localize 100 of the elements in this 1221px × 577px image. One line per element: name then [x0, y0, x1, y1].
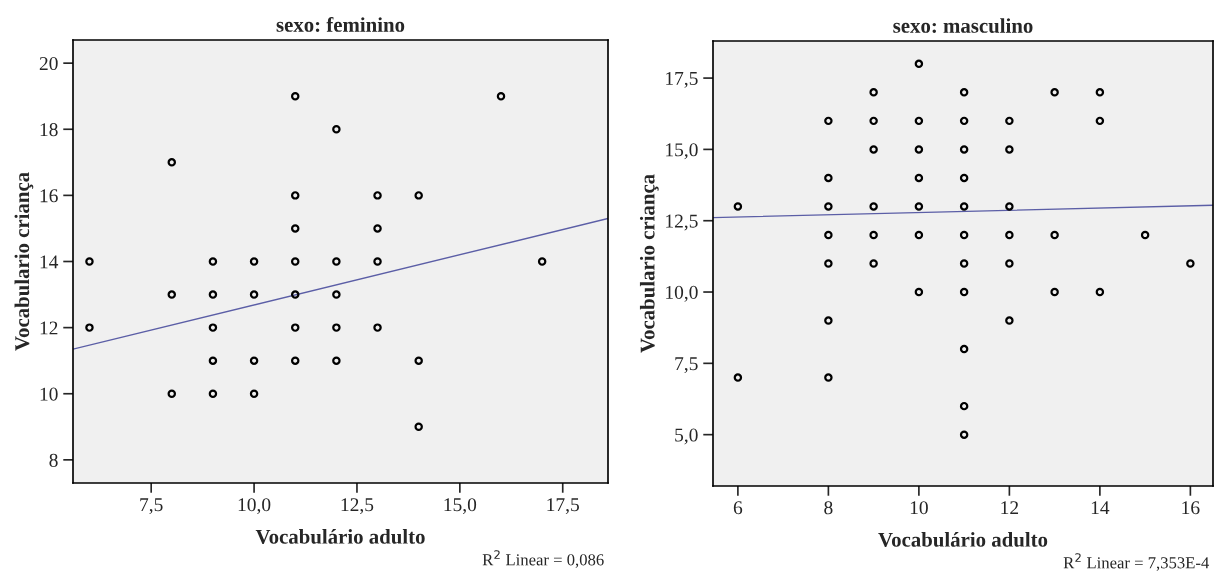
point — [914, 230, 924, 240]
point — [959, 259, 969, 268]
point — [914, 173, 924, 183]
y-tick-label: 10,0 — [666, 285, 698, 302]
point — [1095, 88, 1105, 97]
point — [733, 202, 743, 211]
point — [1050, 88, 1059, 97]
point — [869, 259, 878, 268]
y-tick-label: 15,0 — [666, 143, 698, 160]
x-tick-label: 15,0 — [444, 498, 477, 515]
x-axis-title: Vocabulário adulto — [255, 529, 425, 544]
y-tick-label: 5,0 — [675, 428, 698, 445]
y-tick-label: 20 — [39, 56, 58, 71]
point — [291, 323, 300, 332]
point — [869, 116, 878, 126]
point — [373, 323, 382, 332]
point — [824, 316, 833, 325]
text: R$^{2}$ Linear = 7,353E-4 — [1063, 553, 1210, 571]
text: R$^{2}$ Linear = 0,086 — [482, 550, 604, 568]
point — [85, 323, 94, 332]
point — [959, 202, 969, 211]
point — [914, 202, 924, 211]
point — [733, 373, 743, 382]
point — [1005, 145, 1014, 154]
y-tick-label: 12,5 — [666, 214, 698, 231]
point — [208, 356, 218, 365]
point — [914, 59, 924, 69]
point — [167, 389, 176, 398]
point — [249, 356, 259, 365]
y-tick-label: 7,5 — [675, 357, 698, 374]
x-axis-title: Vocabulário adulto — [878, 532, 1048, 547]
y-axis-title: Vocabulario criança — [14, 172, 34, 351]
point — [1186, 259, 1195, 268]
x-tick-label: 16 — [1182, 501, 1200, 515]
point — [1005, 316, 1014, 325]
y-axis-title: Vocabulario criança — [639, 174, 659, 353]
point — [1050, 230, 1059, 240]
point — [1095, 116, 1105, 126]
y-tick-label: 16 — [40, 189, 58, 203]
point — [959, 116, 969, 126]
point — [208, 290, 218, 299]
x-tick-label: 6 — [733, 501, 743, 515]
x-tick-label: 8 — [824, 501, 833, 515]
chart-title: sexo: feminino — [276, 17, 405, 32]
x-tick-label: 12 — [1001, 501, 1019, 515]
point — [824, 230, 833, 240]
point — [208, 323, 218, 332]
point — [208, 257, 218, 266]
point — [869, 202, 878, 211]
point — [959, 401, 969, 411]
point — [373, 257, 382, 266]
point — [914, 145, 924, 154]
point — [914, 116, 924, 126]
chart-title: sexo: masculino — [893, 18, 1033, 33]
x-tick-label: 14 — [1091, 501, 1110, 515]
point — [373, 224, 382, 233]
point — [959, 173, 969, 183]
point — [824, 116, 833, 126]
point — [332, 257, 341, 266]
point — [291, 290, 300, 299]
point — [291, 257, 300, 266]
point — [914, 287, 924, 297]
y-tick-label: 18 — [40, 123, 58, 137]
point — [414, 422, 423, 432]
point — [291, 356, 300, 365]
point — [1140, 230, 1150, 240]
x-tick-label: 10,0 — [238, 498, 271, 515]
point — [824, 259, 833, 268]
point — [959, 287, 969, 297]
x-tick-label: 7,5 — [140, 498, 163, 515]
y-tick-label: 17,5 — [666, 71, 698, 88]
point — [1005, 116, 1014, 126]
point — [959, 88, 969, 97]
point — [1005, 230, 1014, 240]
point — [537, 257, 547, 266]
point — [496, 91, 506, 101]
point — [1005, 259, 1014, 268]
point — [249, 290, 259, 299]
x-tick-label: 17,5 — [547, 498, 579, 515]
point — [332, 356, 341, 365]
point — [167, 290, 176, 299]
point — [414, 191, 423, 200]
point — [373, 191, 382, 200]
point — [1005, 202, 1014, 211]
point — [869, 88, 878, 97]
point — [208, 389, 218, 398]
point — [249, 389, 259, 398]
y-tick-label: 12 — [40, 321, 58, 335]
point — [824, 173, 833, 183]
point — [1095, 287, 1105, 297]
x-tick-label: 10 — [910, 501, 928, 515]
point — [869, 230, 878, 240]
point — [167, 158, 176, 167]
point — [332, 323, 341, 332]
point — [824, 202, 833, 211]
y-tick-label: 10 — [40, 387, 58, 401]
point — [1050, 287, 1059, 297]
point — [291, 191, 300, 200]
point — [869, 145, 878, 154]
point — [959, 344, 969, 354]
